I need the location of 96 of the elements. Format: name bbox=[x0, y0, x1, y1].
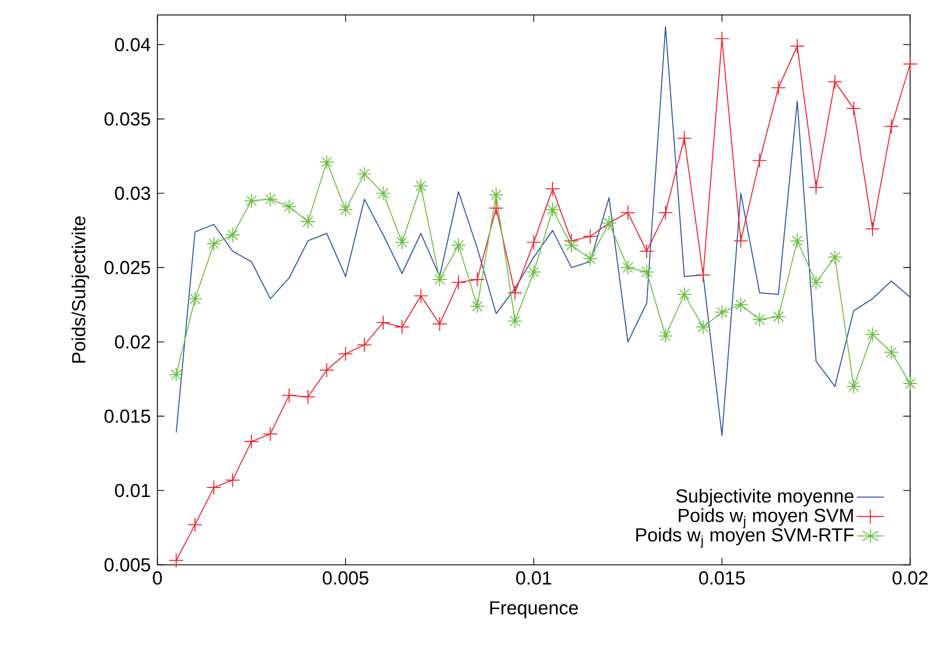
point bbox=[808, 274, 824, 290]
point bbox=[582, 228, 598, 244]
point bbox=[620, 204, 636, 220]
point bbox=[244, 434, 259, 449]
point bbox=[488, 187, 504, 202]
point bbox=[376, 314, 391, 330]
point bbox=[470, 298, 485, 314]
point bbox=[394, 319, 410, 334]
x-tick-label: 0 bbox=[152, 571, 162, 584]
point bbox=[696, 267, 711, 282]
point bbox=[282, 198, 297, 214]
point bbox=[865, 326, 880, 342]
point bbox=[545, 181, 560, 196]
point bbox=[206, 236, 222, 252]
point bbox=[752, 312, 768, 327]
point bbox=[790, 38, 805, 54]
y-tick-label: 0.015 bbox=[104, 409, 150, 423]
point bbox=[451, 238, 466, 253]
point bbox=[582, 251, 598, 266]
y-axis-title: Poids/Subjectivite bbox=[72, 216, 90, 362]
point bbox=[902, 376, 918, 391]
point bbox=[319, 362, 334, 378]
y-tick-label: 0.04 bbox=[115, 38, 150, 52]
point bbox=[394, 234, 410, 250]
y-tick-label: 0.035 bbox=[104, 112, 150, 126]
point bbox=[564, 238, 579, 253]
point bbox=[319, 154, 334, 170]
point bbox=[526, 264, 542, 280]
point bbox=[884, 118, 899, 134]
point bbox=[188, 517, 202, 532]
point bbox=[676, 286, 692, 302]
point bbox=[696, 319, 711, 334]
point bbox=[300, 214, 316, 229]
point bbox=[658, 328, 673, 344]
point bbox=[714, 31, 730, 46]
point bbox=[790, 233, 805, 248]
point bbox=[168, 366, 184, 382]
point bbox=[413, 288, 428, 304]
legend-label: Poids w$_{j}$ moyen SVM-RTF bbox=[636, 528, 854, 548]
y-tick-label: 0.01 bbox=[115, 484, 150, 497]
point bbox=[225, 472, 240, 488]
point bbox=[188, 291, 202, 306]
y-tick-label: 0.025 bbox=[104, 260, 150, 274]
point bbox=[413, 178, 428, 194]
point bbox=[488, 200, 504, 216]
point bbox=[300, 389, 316, 404]
point bbox=[676, 130, 692, 146]
point bbox=[282, 388, 297, 403]
point bbox=[356, 166, 372, 182]
point bbox=[733, 233, 748, 248]
y-tick-label: 0.02 bbox=[115, 335, 150, 348]
point bbox=[827, 74, 842, 90]
point bbox=[733, 297, 748, 312]
x-tick-label: 0.02 bbox=[892, 571, 928, 584]
point bbox=[770, 308, 786, 324]
point bbox=[470, 272, 485, 287]
point bbox=[168, 552, 184, 568]
x-tick-label: 0.015 bbox=[699, 571, 745, 584]
point bbox=[902, 56, 918, 72]
point bbox=[338, 346, 354, 362]
legend-label: Poids w$_{j}$ moyen SVM bbox=[678, 508, 853, 528]
point bbox=[244, 193, 259, 208]
point bbox=[714, 304, 730, 320]
point bbox=[545, 202, 560, 217]
x-axis-title: Frequence bbox=[490, 601, 578, 618]
point bbox=[639, 244, 654, 258]
point bbox=[376, 186, 391, 201]
y-tick-label: 0.03 bbox=[115, 186, 150, 200]
line-series bbox=[176, 26, 910, 436]
point bbox=[262, 426, 278, 442]
point bbox=[225, 227, 240, 242]
point bbox=[338, 202, 354, 217]
point bbox=[432, 316, 448, 332]
y-tick-label: 0.005 bbox=[104, 558, 150, 572]
point bbox=[846, 100, 862, 116]
legend-label: Subjectivite moyenne bbox=[676, 488, 854, 506]
point bbox=[451, 274, 466, 290]
point bbox=[865, 221, 880, 236]
point bbox=[808, 180, 824, 195]
point bbox=[262, 192, 278, 206]
point bbox=[206, 480, 222, 495]
point bbox=[620, 260, 636, 275]
point bbox=[356, 337, 372, 352]
x-tick-label: 0.01 bbox=[516, 571, 552, 584]
point bbox=[639, 264, 654, 280]
x-tick-label: 0.005 bbox=[322, 571, 368, 584]
point bbox=[827, 250, 842, 264]
point bbox=[770, 80, 786, 96]
point bbox=[432, 272, 448, 287]
point bbox=[526, 234, 542, 250]
point bbox=[508, 313, 522, 328]
point bbox=[752, 152, 768, 168]
point bbox=[658, 204, 673, 220]
point bbox=[846, 378, 862, 394]
point bbox=[508, 285, 522, 300]
point bbox=[884, 344, 899, 360]
